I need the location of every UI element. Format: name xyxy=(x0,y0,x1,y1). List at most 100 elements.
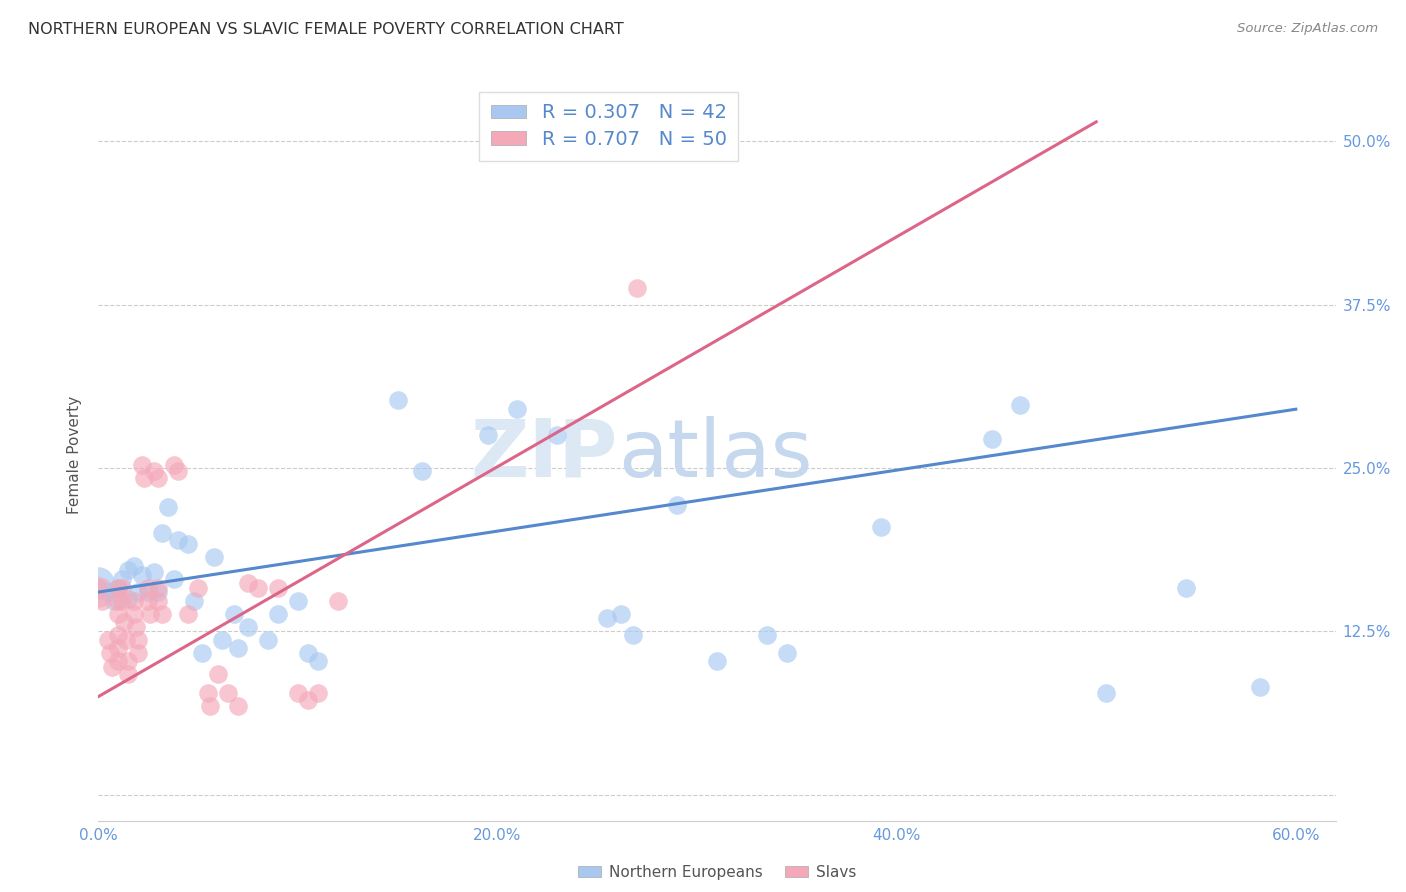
Point xyxy=(287,594,309,608)
Text: ZIP: ZIP xyxy=(471,416,619,494)
Point xyxy=(87,581,110,595)
Point xyxy=(117,667,139,681)
Point xyxy=(117,591,139,606)
Point xyxy=(226,641,249,656)
Point xyxy=(148,471,170,485)
Point xyxy=(187,581,209,595)
Text: atlas: atlas xyxy=(619,416,813,494)
Point xyxy=(115,633,138,648)
Point xyxy=(136,581,159,595)
Point xyxy=(869,520,891,534)
Point xyxy=(117,654,139,668)
Point xyxy=(101,659,124,673)
Point xyxy=(107,628,129,642)
Point xyxy=(127,585,149,599)
Point xyxy=(387,393,409,408)
Point xyxy=(125,620,148,634)
Point xyxy=(217,686,239,700)
Point xyxy=(136,594,159,608)
Point xyxy=(1095,686,1118,700)
Point xyxy=(610,607,633,622)
Point xyxy=(1010,398,1032,412)
Point xyxy=(666,498,689,512)
Point xyxy=(202,549,225,564)
Point xyxy=(307,654,329,668)
Point xyxy=(100,647,122,661)
Point xyxy=(207,667,229,681)
Point xyxy=(103,594,125,608)
Point xyxy=(157,500,180,515)
Point xyxy=(112,615,135,629)
Text: Source: ZipAtlas.com: Source: ZipAtlas.com xyxy=(1237,22,1378,36)
Point xyxy=(226,698,249,713)
Point xyxy=(297,647,319,661)
Point xyxy=(127,647,149,661)
Point xyxy=(150,526,173,541)
Point xyxy=(297,693,319,707)
Point xyxy=(236,620,259,634)
Point xyxy=(706,654,728,668)
Point xyxy=(107,594,129,608)
Point xyxy=(167,533,190,547)
Point xyxy=(267,581,290,595)
Point xyxy=(776,647,799,661)
Text: NORTHERN EUROPEAN VS SLAVIC FEMALE POVERTY CORRELATION CHART: NORTHERN EUROPEAN VS SLAVIC FEMALE POVER… xyxy=(28,22,624,37)
Point xyxy=(134,471,156,485)
Point xyxy=(148,594,170,608)
Point xyxy=(131,568,153,582)
Point xyxy=(150,607,173,622)
Point xyxy=(326,594,349,608)
Point xyxy=(148,581,170,595)
Point xyxy=(139,607,162,622)
Point xyxy=(111,581,134,595)
Point xyxy=(163,572,186,586)
Point xyxy=(163,458,186,473)
Point xyxy=(148,585,170,599)
Point xyxy=(1249,681,1271,695)
Point xyxy=(477,428,499,442)
Point xyxy=(127,633,149,648)
Point xyxy=(87,576,110,591)
Point xyxy=(287,686,309,700)
Point xyxy=(197,686,219,700)
Point xyxy=(124,558,146,573)
Point xyxy=(143,566,166,580)
Point xyxy=(87,585,110,599)
Point xyxy=(307,686,329,700)
Point xyxy=(107,641,129,656)
Point xyxy=(626,281,648,295)
Point xyxy=(596,611,619,625)
Point xyxy=(124,607,146,622)
Point xyxy=(143,464,166,478)
Point xyxy=(257,633,280,648)
Point xyxy=(136,585,159,599)
Point xyxy=(107,581,129,595)
Point xyxy=(191,647,214,661)
Point xyxy=(183,594,205,608)
Point xyxy=(167,464,190,478)
Point xyxy=(506,402,529,417)
Point xyxy=(107,607,129,622)
Point xyxy=(236,576,259,591)
Point xyxy=(411,464,433,478)
Point xyxy=(755,628,778,642)
Point xyxy=(1175,581,1198,595)
Legend: Northern Europeans, Slavs: Northern Europeans, Slavs xyxy=(572,859,862,886)
Point xyxy=(131,458,153,473)
Point xyxy=(696,124,718,138)
Point xyxy=(97,633,120,648)
Point xyxy=(91,594,114,608)
Point xyxy=(198,698,221,713)
Point xyxy=(111,572,134,586)
Y-axis label: Female Poverty: Female Poverty xyxy=(67,396,83,514)
Point xyxy=(177,607,200,622)
Point xyxy=(211,633,233,648)
Point xyxy=(117,563,139,577)
Point xyxy=(981,432,1004,446)
Point xyxy=(107,654,129,668)
Point xyxy=(546,428,568,442)
Point xyxy=(177,537,200,551)
Point xyxy=(621,628,644,642)
Point xyxy=(111,594,134,608)
Point xyxy=(267,607,290,622)
